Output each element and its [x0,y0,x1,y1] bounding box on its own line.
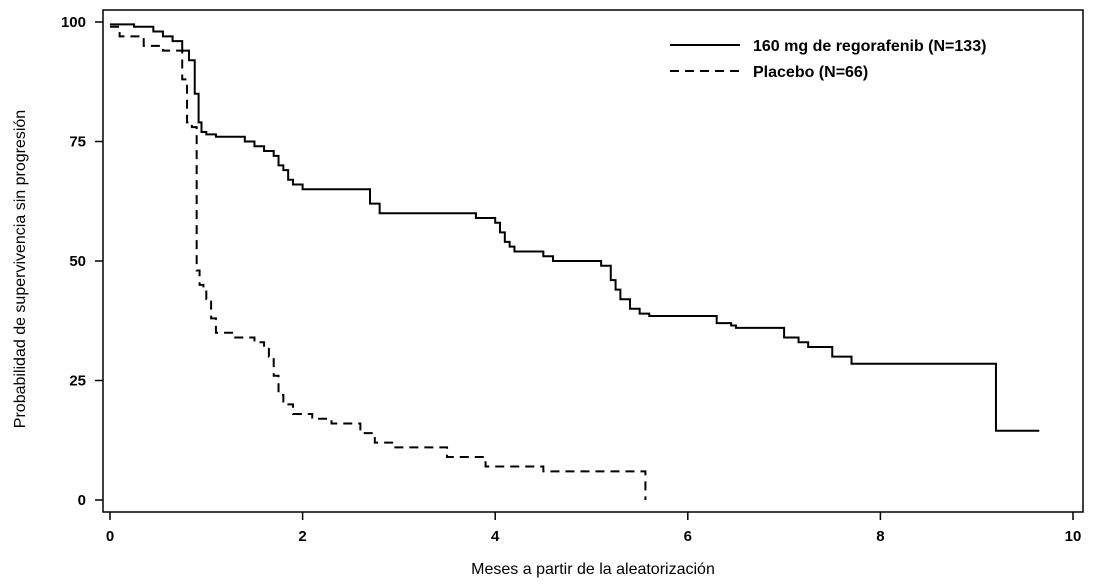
series-group [110,23,1040,500]
legend-label: Placebo (N=66) [753,64,868,81]
y-tick-label: 25 [69,373,86,390]
x-tick-label: 8 [876,528,884,545]
legend: 160 mg de regorafenib (N=133) Placebo (N=… [670,38,986,81]
x-axis: 0 2 4 6 8 10 [106,512,1082,545]
y-tick-label: 50 [69,253,86,270]
x-tick-label: 10 [1065,528,1082,545]
y-tick-label: 75 [69,134,86,151]
y-tick-label: 0 [78,492,86,509]
y-axis-label: Probabilidad de supervivencia sin progre… [12,110,29,428]
x-tick-label: 4 [491,528,500,545]
x-tick-label: 6 [684,528,692,545]
y-tick-label: 100 [61,14,86,31]
y-axis: 0 25 50 75 100 [61,14,103,509]
x-tick-label: 0 [106,528,114,545]
x-axis-label: Meses a partir de la aleatorización [471,561,715,578]
legend-label: 160 mg de regorafenib (N=133) [753,38,986,55]
x-tick-label: 2 [298,528,306,545]
regorafenib-series-line [110,23,1040,432]
placebo-series-line [110,25,647,500]
